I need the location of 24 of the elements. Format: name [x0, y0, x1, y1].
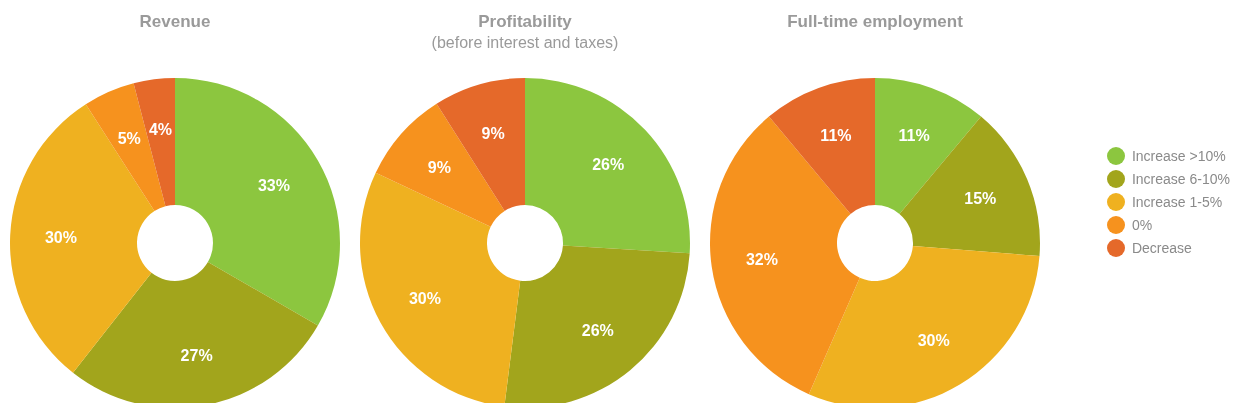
legend-label: 0%: [1131, 215, 1153, 235]
data-label: 26%: [581, 322, 614, 340]
data-label: 32%: [745, 250, 778, 268]
data-label: 9%: [481, 124, 505, 142]
chart-title: Revenue: [138, 12, 212, 32]
data-label: 15%: [964, 190, 997, 208]
data-label: 30%: [408, 289, 441, 307]
chart-title: Profitability: [477, 12, 573, 32]
data-label: 11%: [820, 127, 852, 145]
data-label: 33%: [257, 177, 290, 195]
data-label: 11%: [898, 127, 930, 145]
legend-label: Decrease: [1131, 238, 1192, 258]
data-label: 26%: [592, 156, 625, 174]
data-label: 27%: [180, 346, 213, 364]
chart-title: Full-time employment: [786, 12, 964, 32]
legend-label: Increase 6-10%: [1131, 169, 1230, 189]
data-label: 30%: [917, 332, 950, 350]
legend-label: Increase 1-5%: [1131, 192, 1223, 212]
data-label: 5%: [117, 129, 141, 147]
data-label: 4%: [148, 121, 173, 139]
data-label: 30%: [44, 229, 77, 247]
chart-subtitle: (before interest and taxes): [430, 34, 620, 52]
data-label: 9%: [427, 158, 451, 176]
legend-label: Increase >10%: [1131, 146, 1226, 166]
